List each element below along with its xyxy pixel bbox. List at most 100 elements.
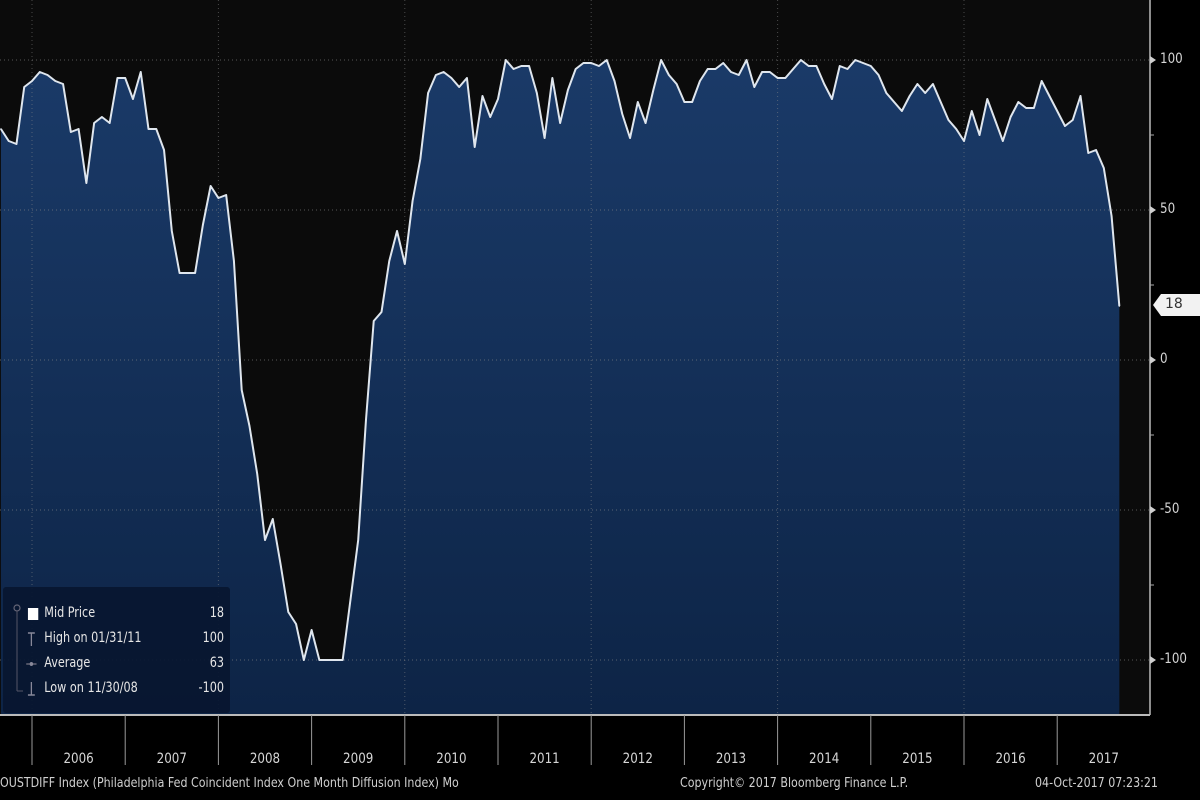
y-tick-label: -50 (1160, 501, 1180, 517)
y-tick (1150, 56, 1156, 64)
x-tick-label: 2010 (436, 751, 466, 767)
x-axis-ticks: 2006 2007 2008 2009 2010 2011 2012 2013 2014 2015… (31, 715, 1119, 767)
legend-item-high: High on 01/31/11 100 (3, 628, 224, 650)
data-point (574, 68, 577, 70)
data-point (877, 74, 880, 76)
data-point (178, 272, 181, 274)
data-point (939, 101, 942, 103)
data-point (357, 539, 360, 541)
data-point (683, 101, 686, 103)
x-tick-label: 2009 (343, 751, 373, 767)
data-point (753, 86, 756, 88)
data-point (776, 77, 779, 79)
data-point (1033, 107, 1035, 109)
data-point (77, 128, 80, 130)
data-point (7, 140, 10, 142)
x-tick-label: 2007 (157, 751, 187, 767)
y-tick (1150, 656, 1156, 664)
data-point (675, 83, 678, 85)
data-point (450, 77, 453, 79)
last-value-text: 18 (1165, 296, 1183, 312)
data-point (730, 71, 732, 73)
data-point (54, 80, 57, 82)
data-point (124, 77, 126, 79)
data-point (1103, 167, 1105, 169)
data-point (427, 92, 429, 94)
x-tick-label: 2008 (250, 751, 280, 767)
data-point (714, 68, 717, 70)
data-point (365, 419, 367, 421)
data-point (310, 629, 313, 631)
data-point (784, 77, 787, 79)
data-point (419, 158, 422, 160)
data-point (116, 77, 119, 79)
data-point (1017, 101, 1020, 103)
legend-label: Mid Price (44, 605, 96, 621)
data-point (31, 80, 33, 82)
data-point (225, 194, 227, 196)
legend-label: High on 01/31/11 (44, 630, 142, 646)
data-point (567, 89, 569, 91)
data-point (652, 89, 655, 91)
y-tick-label: 50 (1160, 201, 1176, 217)
data-point (489, 116, 492, 118)
data-point (885, 92, 888, 94)
data-point (287, 611, 290, 613)
legend-item-low: Low on 11/30/08 -100 (3, 678, 224, 700)
data-point (458, 86, 460, 88)
data-point (699, 80, 701, 82)
data-point (870, 65, 872, 67)
legend-bracket-icon (13, 604, 23, 692)
data-point (0, 128, 2, 130)
data-point (1064, 125, 1066, 127)
last-value-tag: 18 (1153, 293, 1200, 317)
data-point (637, 101, 639, 103)
data-point (139, 71, 142, 73)
data-point (644, 122, 647, 124)
data-point (303, 659, 305, 661)
data-point (171, 230, 173, 232)
data-point (893, 101, 895, 103)
data-point (442, 71, 445, 73)
data-point (932, 83, 934, 85)
data-point (1056, 110, 1058, 112)
x-tick-label: 2015 (902, 751, 932, 767)
data-point (668, 74, 670, 76)
data-point (264, 539, 266, 541)
data-point (163, 149, 165, 151)
data-point (380, 311, 383, 313)
y-tick-label: 0 (1160, 351, 1168, 367)
data-point (372, 320, 375, 322)
y-axis-ticks (1150, 56, 1156, 664)
data-point (815, 65, 818, 67)
data-point (481, 95, 484, 97)
data-point (761, 71, 763, 73)
y-tick-label: 100 (1160, 51, 1183, 67)
x-tick-label: 2013 (716, 751, 746, 767)
y-tick (1150, 206, 1156, 214)
data-point (737, 74, 740, 76)
data-point (613, 80, 616, 82)
data-point (582, 62, 585, 64)
legend-item-average: Average 63 (3, 653, 224, 675)
data-point (85, 182, 88, 184)
data-point (70, 131, 72, 133)
data-point (660, 59, 662, 61)
legend-label: Low on 11/30/08 (44, 680, 138, 696)
legend-value: -100 (198, 680, 225, 696)
data-point (838, 65, 841, 67)
x-tick-label: 2014 (809, 751, 839, 767)
data-point (963, 140, 965, 142)
data-point (186, 272, 189, 274)
data-point (807, 65, 810, 67)
data-point (621, 113, 624, 115)
data-point (520, 65, 523, 67)
data-point (1048, 95, 1051, 97)
data-point (629, 137, 631, 139)
data-point (598, 65, 600, 67)
data-point (1079, 95, 1082, 97)
data-point (536, 92, 538, 94)
data-point (792, 68, 794, 70)
data-point (388, 260, 391, 262)
legend: Mid Price 18 High on 01/31/11 100 Averag… (3, 587, 230, 713)
